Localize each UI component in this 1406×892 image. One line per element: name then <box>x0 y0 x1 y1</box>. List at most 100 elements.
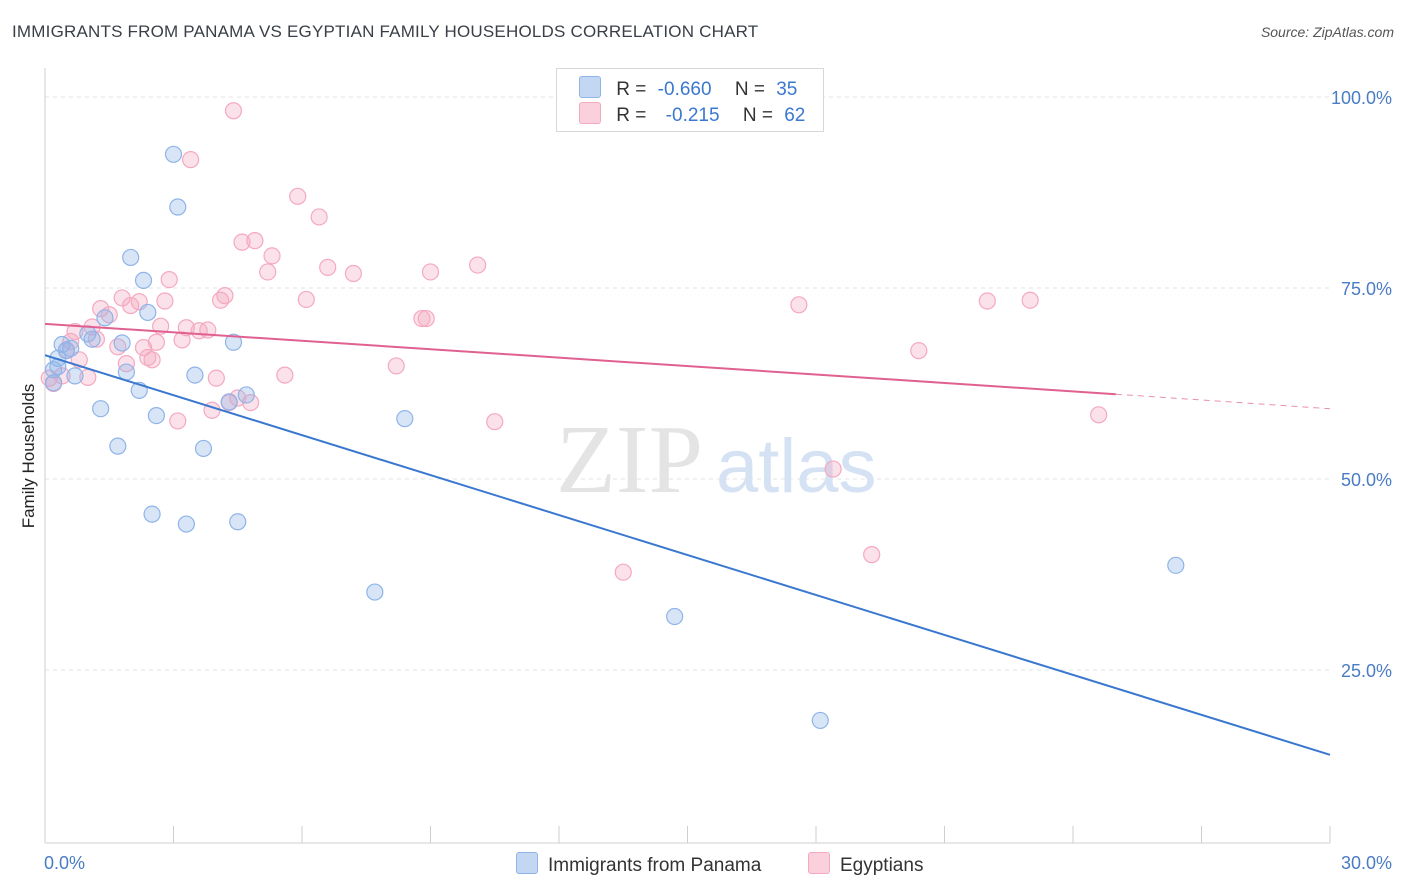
data-point-egyptians <box>224 102 243 120</box>
data-point-egyptians <box>53 367 71 385</box>
data-point-egyptians <box>824 460 842 478</box>
data-point-egyptians <box>92 300 110 318</box>
legend-row-egyptians: R = -0.215 N = 62 <box>579 102 805 126</box>
legend-n-label: N = <box>742 105 773 126</box>
data-point-panama <box>134 271 153 289</box>
data-point-egyptians <box>160 270 178 289</box>
data-point-egyptians <box>417 309 435 328</box>
data-point-panama <box>62 339 80 357</box>
bottom-legend-swatch-panama <box>516 852 538 874</box>
data-point-panama <box>44 374 63 392</box>
trend-line-egyptians-extension <box>1115 393 1331 410</box>
data-point-panama <box>1167 556 1185 574</box>
bottom-legend-label-egyptians: Egyptians <box>840 855 924 876</box>
data-point-egyptians <box>259 263 277 281</box>
watermark-atlas: atlas <box>716 424 877 509</box>
data-point-egyptians <box>143 351 161 369</box>
grid-lines <box>45 96 1330 671</box>
data-point-panama <box>66 367 84 385</box>
data-point-egyptians <box>169 412 187 430</box>
data-point-egyptians <box>310 208 328 226</box>
data-point-panama <box>147 406 165 425</box>
data-point-egyptians <box>122 296 140 315</box>
legend-r-label: R = <box>616 105 647 126</box>
data-point-egyptians <box>276 366 294 384</box>
bottom-legend-panama[interactable]: Immigrants from Panama <box>516 852 761 877</box>
data-point-egyptians <box>469 256 487 274</box>
legend-swatch-egyptians <box>579 102 601 124</box>
chart-title: IMMIGRANTS FROM PANAMA VS EGYPTIAN FAMIL… <box>12 22 759 41</box>
y-tick-label: 100.0% <box>1331 88 1392 108</box>
data-point-egyptians <box>156 292 174 310</box>
trend-lines <box>44 322 1331 756</box>
data-point-panama <box>229 513 247 531</box>
y-tick-label: 50.0% <box>1341 470 1392 490</box>
data-point-egyptians <box>177 319 195 337</box>
data-point-egyptians <box>910 342 928 360</box>
data-point-panama <box>83 330 101 348</box>
y-tick-label: 25.0% <box>1341 661 1392 681</box>
data-point-egyptians <box>1021 291 1039 309</box>
data-point-panama <box>366 583 384 601</box>
data-point-egyptians <box>790 296 808 314</box>
data-point-egyptians <box>216 287 234 305</box>
data-point-egyptians <box>87 330 106 348</box>
data-point-egyptians <box>344 264 362 283</box>
legend-n-value-panama: 35 <box>776 79 798 100</box>
source-label: Source: ZipAtlas.com <box>1260 24 1394 40</box>
data-point-egyptians <box>978 292 996 310</box>
data-point-egyptians <box>289 187 307 205</box>
y-axis-label: Family Households <box>19 384 38 529</box>
data-point-egyptians <box>1090 406 1108 424</box>
data-point-egyptians <box>246 232 264 250</box>
data-point-panama <box>169 198 187 216</box>
data-point-panama <box>117 363 135 381</box>
bottom-legend-swatch-egyptians <box>808 852 830 874</box>
watermark-zip: ZIP <box>556 406 703 514</box>
data-point-egyptians <box>614 563 632 581</box>
data-point-panama <box>396 410 414 428</box>
data-point-panama <box>92 400 110 418</box>
data-point-egyptians <box>233 233 251 251</box>
data-point-panama <box>143 505 161 523</box>
bottom-legend-label-panama: Immigrants from Panama <box>548 855 762 876</box>
legend-n-label: N = <box>734 79 765 100</box>
legend-r-value-panama: -0.660 <box>657 79 712 100</box>
data-point-egyptians <box>387 357 405 375</box>
data-point-egyptians <box>182 151 200 169</box>
data-point-panama <box>96 309 114 327</box>
data-point-egyptians <box>486 413 504 431</box>
data-point-panama <box>186 366 204 384</box>
x-tick-label: 30.0% <box>1341 853 1392 873</box>
tick-labels: 100.0% 75.0% 50.0% 25.0% 0.0% 30.0% <box>44 88 1392 873</box>
x-tick-label: 0.0% <box>44 853 85 873</box>
y-tick-label: 75.0% <box>1341 279 1392 299</box>
data-point-panama <box>220 393 238 411</box>
watermark: ZIP atlas <box>556 406 877 514</box>
data-point-panama <box>811 711 829 730</box>
axes <box>44 68 1331 844</box>
data-point-panama <box>122 248 140 267</box>
data-point-panama <box>113 334 131 352</box>
data-point-egyptians <box>147 333 165 351</box>
data-point-panama <box>194 439 213 458</box>
data-point-panama <box>164 145 183 163</box>
legend-row-panama: R = -0.660 N = 35 <box>579 76 797 100</box>
correlation-legend: R = -0.660 N = 35 R = -0.215 N = 62 <box>556 68 824 132</box>
legend-swatch-panama <box>579 76 601 98</box>
legend-r-value-egyptians: -0.215 <box>665 105 720 126</box>
data-point-panama <box>139 303 157 322</box>
data-point-panama <box>237 386 255 404</box>
data-point-egyptians <box>319 258 337 276</box>
data-point-egyptians <box>297 290 315 309</box>
data-point-egyptians <box>134 338 153 357</box>
trend-line-panama <box>44 354 1331 756</box>
data-point-panama <box>177 515 195 533</box>
data-point-panama <box>224 333 243 351</box>
data-point-panama <box>109 437 127 455</box>
data-point-egyptians <box>421 263 440 281</box>
data-point-egyptians <box>66 322 84 341</box>
trend-line-egyptians <box>44 322 1116 396</box>
bottom-legend-egyptians[interactable]: Egyptians <box>808 852 923 877</box>
